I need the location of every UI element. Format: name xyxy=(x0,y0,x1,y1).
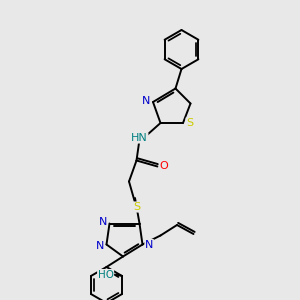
Text: N: N xyxy=(99,217,107,227)
Text: S: S xyxy=(186,118,193,128)
Text: N: N xyxy=(142,95,151,106)
Text: HN: HN xyxy=(131,133,148,143)
Text: N: N xyxy=(96,241,104,251)
Text: S: S xyxy=(133,202,140,212)
Text: O: O xyxy=(159,161,168,171)
Text: N: N xyxy=(145,239,153,250)
Text: HO: HO xyxy=(98,269,114,280)
